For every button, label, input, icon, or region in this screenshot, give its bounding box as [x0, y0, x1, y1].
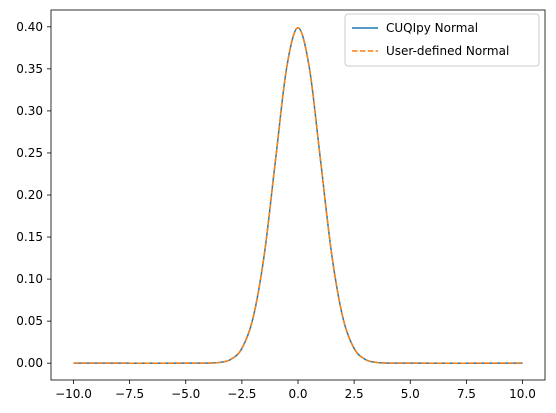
x-tick-label: 7.5: [457, 387, 476, 401]
y-tick-label: 0.15: [16, 230, 43, 244]
y-tick-label: 0.30: [16, 104, 43, 118]
legend-box: [344, 13, 540, 67]
x-tick-label: 0.0: [288, 387, 307, 401]
y-tick-label: 0.20: [16, 188, 43, 202]
x-tick-label: −2.5: [227, 387, 256, 401]
series-line-1: [73, 26, 523, 364]
legend: CUQIpy Normal User-defined Normal: [344, 13, 540, 67]
y-tick-label: 0.00: [16, 356, 43, 370]
y-tick-label: 0.40: [16, 20, 43, 34]
x-tick-label: 2.5: [345, 387, 364, 401]
y-axis: 0.00 0.05 0.10 0.15 0.20 0.25 0.30 0.35 0.40: [16, 20, 51, 370]
x-tick-label: 5.0: [401, 387, 420, 401]
x-tick-label: −10.0: [55, 387, 92, 401]
legend-label-cuqipy-normal: CUQIpy Normal: [386, 21, 478, 35]
plot-area: [51, 10, 545, 380]
y-tick-label: 0.35: [16, 62, 43, 76]
y-tick-label: 0.05: [16, 314, 43, 328]
x-tick-label: −5.0: [171, 387, 200, 401]
series-layer: [73, 26, 523, 364]
y-tick-label: 0.10: [16, 272, 43, 286]
legend-label-user-defined-normal: User-defined Normal: [386, 44, 509, 58]
x-tick-label: −7.5: [115, 387, 144, 401]
x-axis: −10.0 −7.5 −5.0 −2.5 0.0 2.5 5.0 7.5 10.0: [55, 380, 536, 401]
x-tick-label: 10.0: [509, 387, 536, 401]
y-tick-label: 0.25: [16, 146, 43, 160]
